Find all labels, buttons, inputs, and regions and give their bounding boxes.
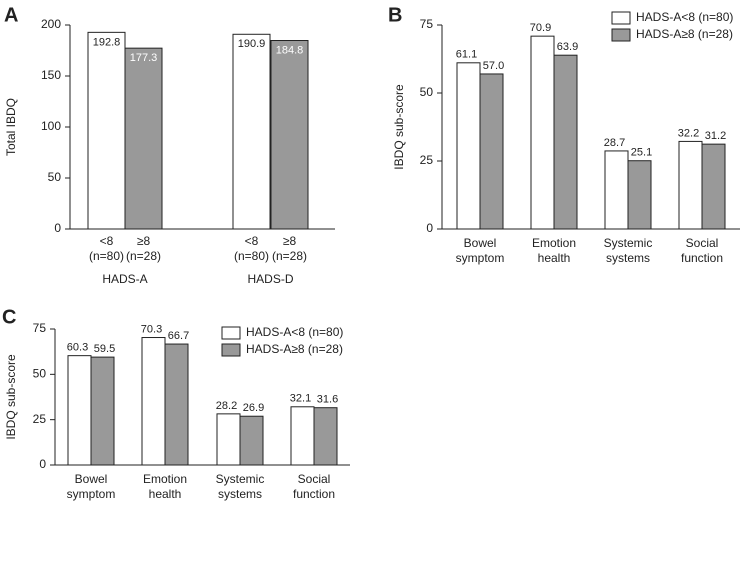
bar	[90, 356, 115, 466]
x-tick-label: Systemic	[604, 236, 653, 250]
y-tick-label: 50	[33, 367, 47, 381]
bar	[232, 33, 271, 230]
bar	[678, 140, 703, 230]
y-tick-label: 0	[426, 221, 433, 235]
legend-label: HADS-A≥8 (n=28)	[636, 27, 733, 41]
bar	[164, 343, 189, 466]
value-label: 28.7	[604, 137, 625, 149]
x-tick-label: systems	[218, 487, 262, 501]
y-tick-label: 50	[48, 170, 62, 184]
value-label: 60.3	[67, 342, 88, 354]
value-label: 66.7	[168, 330, 189, 342]
x-tick-label: Emotion	[532, 236, 576, 250]
x-tick-label: function	[293, 487, 335, 501]
bar	[604, 150, 629, 230]
value-label: 190.9	[238, 38, 266, 50]
bar	[67, 355, 92, 466]
x-tick-label: systems	[606, 251, 650, 265]
y-axis-label: Total IBDQ	[4, 98, 18, 156]
bar	[270, 40, 309, 230]
legend-label: HADS-A<8 (n=80)	[636, 10, 733, 24]
value-label: 63.9	[557, 41, 578, 53]
group-label: HADS-A	[102, 272, 147, 286]
legend-label: HADS-A<8 (n=80)	[246, 325, 343, 339]
y-tick-label: 75	[33, 321, 47, 335]
legend-swatch	[221, 326, 241, 340]
bar	[313, 407, 338, 466]
x-tick-label: Social	[686, 236, 719, 250]
value-label: 192.8	[93, 36, 121, 48]
x-tick-label: (n=28)	[126, 249, 161, 263]
y-axis-label: IBDQ sub-score	[4, 354, 18, 440]
x-tick-label: symptom	[67, 487, 116, 501]
x-tick-label: Bowel	[464, 236, 497, 250]
group-label: HADS-D	[247, 272, 293, 286]
x-tick-label: ≥8	[283, 234, 297, 248]
value-label: 61.1	[456, 49, 477, 61]
bar	[530, 35, 555, 230]
value-label: 57.0	[483, 60, 504, 72]
panel-letter: C	[2, 306, 16, 328]
value-label: 31.6	[317, 394, 338, 406]
x-tick-label: health	[149, 487, 182, 501]
x-tick-label: Emotion	[143, 472, 187, 486]
significance-label: *	[86, 0, 91, 6]
y-tick-label: 0	[54, 221, 61, 235]
value-label: 31.2	[705, 130, 726, 142]
bar	[456, 62, 481, 230]
value-label: 184.8	[276, 44, 304, 56]
value-label: 32.1	[290, 393, 311, 405]
x-tick-label: (n=28)	[272, 249, 307, 263]
x-tick-label: (n=80)	[89, 249, 124, 263]
value-label: 28.2	[216, 400, 237, 412]
value-label: 70.3	[141, 323, 162, 335]
bar	[216, 413, 241, 466]
value-label: 26.9	[243, 402, 264, 414]
legend-swatch	[221, 343, 241, 357]
x-tick-label: ≥8	[137, 234, 151, 248]
bar	[479, 73, 504, 230]
y-tick-label: 25	[420, 153, 434, 167]
bar	[701, 143, 726, 230]
x-tick-label: Social	[298, 472, 331, 486]
y-tick-label: 150	[41, 68, 61, 82]
value-label: 177.3	[130, 52, 158, 64]
y-tick-label: 75	[420, 17, 434, 31]
y-axis-label: IBDQ sub-score	[392, 84, 406, 170]
value-label: 70.9	[530, 22, 551, 34]
y-tick-label: 100	[41, 119, 61, 133]
x-tick-label: <8	[245, 234, 259, 248]
value-label: 25.1	[631, 147, 652, 159]
significance-label: *	[268, 0, 273, 6]
significance-label: *	[386, 0, 391, 6]
y-tick-label: 25	[33, 412, 47, 426]
value-label: 59.5	[94, 343, 115, 355]
significance-label: *	[291, 0, 296, 6]
bar	[141, 337, 166, 466]
bar	[553, 54, 578, 230]
legend-swatch	[611, 28, 631, 42]
legend-swatch	[611, 11, 631, 25]
x-tick-label: function	[681, 251, 723, 265]
panel-letter: B	[388, 4, 402, 26]
bar	[239, 415, 264, 466]
bar	[627, 160, 652, 230]
bar	[87, 31, 126, 230]
x-tick-label: Bowel	[75, 472, 108, 486]
x-tick-label: (n=80)	[234, 249, 269, 263]
x-tick-label: health	[538, 251, 571, 265]
bar	[290, 406, 315, 466]
y-tick-label: 200	[41, 17, 61, 31]
y-tick-label: 0	[39, 457, 46, 471]
bar	[124, 47, 163, 230]
value-label: 32.2	[678, 127, 699, 139]
x-tick-label: Systemic	[216, 472, 265, 486]
y-tick-label: 50	[420, 85, 434, 99]
legend-label: HADS-A≥8 (n=28)	[246, 342, 343, 356]
panel-letter: A	[4, 4, 18, 26]
x-tick-label: symptom	[456, 251, 505, 265]
x-tick-label: <8	[100, 234, 114, 248]
